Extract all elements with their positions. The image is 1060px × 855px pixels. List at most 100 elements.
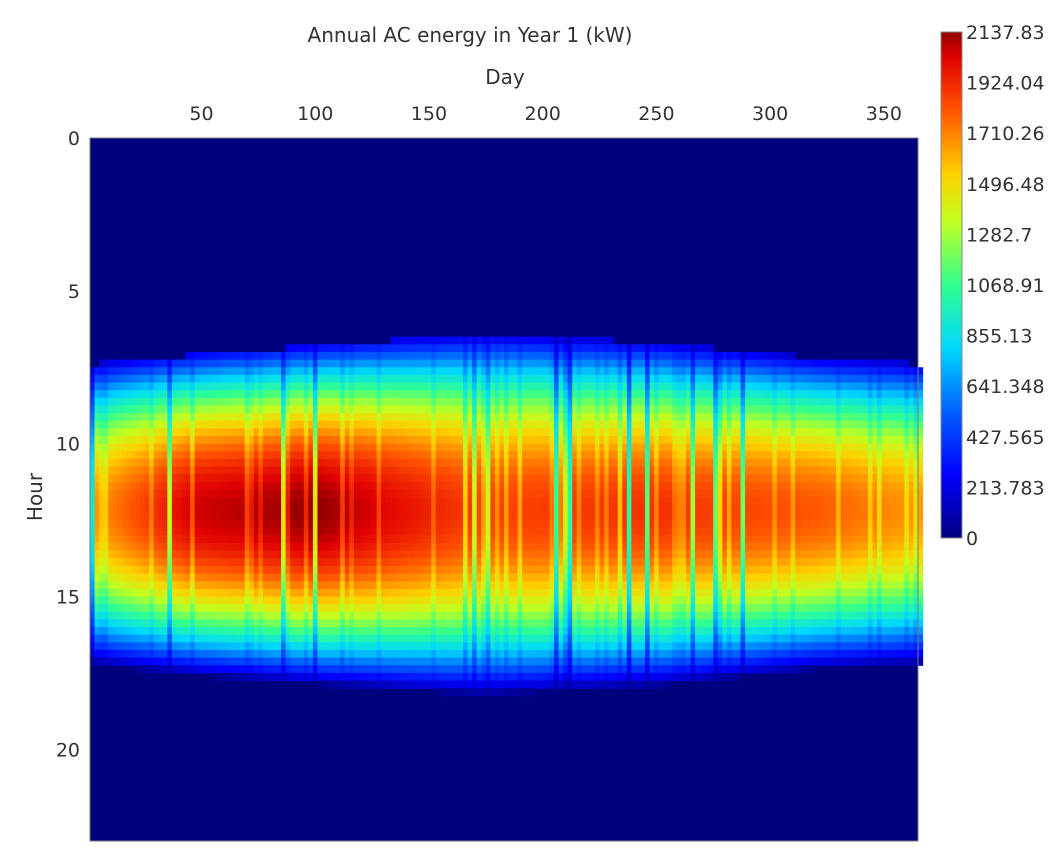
heatmap-cell <box>190 474 196 483</box>
heatmap-cell <box>549 451 555 460</box>
heatmap-cell <box>444 520 451 529</box>
heatmap-cell <box>385 397 391 407</box>
heatmap-cell <box>558 367 564 376</box>
heatmap-cell <box>171 596 178 605</box>
heatmap-cell <box>99 420 105 429</box>
heatmap-cell <box>112 474 118 483</box>
heatmap-cell <box>367 443 373 452</box>
heatmap-cell <box>572 550 578 559</box>
heatmap-cell <box>226 596 232 605</box>
heatmap-cell <box>240 367 246 376</box>
heatmap-cell <box>185 466 191 475</box>
heatmap-cell <box>558 520 564 529</box>
heatmap-cell <box>130 466 137 475</box>
heatmap-cell <box>253 443 259 452</box>
heatmap-cell <box>362 642 369 651</box>
heatmap-cell <box>453 481 460 491</box>
heatmap-cell <box>376 351 382 361</box>
heatmap-cell <box>472 542 478 552</box>
heatmap-cell <box>422 627 428 636</box>
heatmap-cell <box>185 436 191 445</box>
heatmap-cell <box>303 436 309 445</box>
heatmap-cell <box>290 550 296 559</box>
heatmap-cell <box>435 397 441 407</box>
heatmap-cell <box>599 351 605 361</box>
heatmap-cell <box>417 542 423 552</box>
heatmap-cell <box>281 420 287 429</box>
heatmap-cell <box>535 573 541 582</box>
heatmap-cell <box>563 344 569 353</box>
heatmap-cell <box>240 351 246 361</box>
heatmap-cell <box>94 451 100 460</box>
heatmap-cell <box>240 458 246 468</box>
heatmap-cell <box>153 565 159 575</box>
heatmap-cell <box>394 420 400 429</box>
heatmap-cell <box>472 474 478 483</box>
heatmap-cell <box>440 420 446 429</box>
heatmap-cell <box>567 466 573 475</box>
heatmap-cell <box>549 466 555 475</box>
heatmap-cell <box>476 420 482 429</box>
heatmap-cell <box>281 474 287 483</box>
heatmap-cell <box>303 558 309 567</box>
heatmap-cell <box>353 504 360 514</box>
heatmap-cell <box>221 542 228 552</box>
heatmap-cell <box>303 458 309 468</box>
heatmap-cell <box>567 436 573 445</box>
heatmap-cell <box>426 550 432 559</box>
heatmap-cell <box>322 520 328 529</box>
heatmap-cell <box>130 428 137 437</box>
heatmap-cell <box>285 527 291 536</box>
heatmap-cell <box>194 665 200 674</box>
heatmap-cell <box>322 672 328 682</box>
heatmap-cell <box>476 604 482 613</box>
heatmap-cell <box>544 672 551 682</box>
heatmap-cell <box>567 588 573 598</box>
heatmap-cell <box>130 489 137 498</box>
heatmap-cell <box>435 558 441 567</box>
heatmap-cell <box>549 397 555 407</box>
heatmap-cell <box>513 520 519 529</box>
heatmap-cell <box>231 458 237 468</box>
heatmap-cell <box>435 336 441 345</box>
heatmap-cell <box>285 397 291 407</box>
heatmap-cell <box>522 535 528 544</box>
heatmap-cell <box>121 504 127 514</box>
heatmap-cell <box>403 351 410 361</box>
heatmap-cell <box>208 520 214 529</box>
heatmap-cell <box>531 497 537 506</box>
heatmap-cell <box>94 413 100 422</box>
heatmap-cell <box>331 451 337 460</box>
heatmap-cell <box>417 565 423 575</box>
heatmap-cell <box>290 489 296 498</box>
heatmap-cell <box>180 642 187 651</box>
heatmap-cell <box>494 542 501 552</box>
heatmap-cell <box>440 535 446 544</box>
heatmap-cell <box>413 581 419 590</box>
heatmap-cell <box>217 588 223 598</box>
heatmap-cell <box>99 581 105 590</box>
heatmap-cell <box>171 451 178 460</box>
heatmap-cell <box>294 489 300 498</box>
heatmap-cell <box>308 611 314 620</box>
heatmap-cell <box>167 420 173 429</box>
heatmap-cell <box>372 604 378 613</box>
heatmap-cell <box>581 642 587 651</box>
heatmap-cell <box>408 481 414 491</box>
heatmap-cell <box>317 542 323 552</box>
heatmap-cell <box>458 336 464 345</box>
heatmap-cell <box>303 474 309 483</box>
heatmap-cell <box>240 374 246 384</box>
heatmap-cell <box>322 474 328 483</box>
heatmap-cell <box>294 527 300 536</box>
heatmap-cell <box>190 527 196 536</box>
heatmap-cell <box>208 504 214 514</box>
heatmap-cell <box>185 497 191 506</box>
heatmap-cell <box>467 634 473 643</box>
heatmap-cell <box>535 665 541 674</box>
heatmap-cell <box>417 474 423 483</box>
heatmap-cell <box>344 558 350 567</box>
heatmap-cell <box>317 466 323 475</box>
heatmap-cell <box>399 680 405 689</box>
heatmap-cell <box>549 649 555 659</box>
